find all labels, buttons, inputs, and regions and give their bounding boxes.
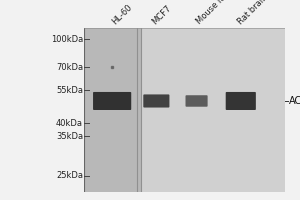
Text: ACPP: ACPP: [289, 96, 300, 106]
Text: Rat brain: Rat brain: [236, 0, 270, 26]
Text: 55kDa: 55kDa: [56, 86, 83, 95]
Text: 40kDa: 40kDa: [56, 119, 83, 128]
FancyBboxPatch shape: [226, 92, 256, 110]
FancyBboxPatch shape: [93, 92, 131, 110]
Bar: [141, 28, 285, 192]
FancyBboxPatch shape: [143, 94, 170, 108]
Text: HL-60: HL-60: [110, 3, 134, 26]
Text: 35kDa: 35kDa: [56, 132, 83, 141]
Text: MCF7: MCF7: [150, 3, 173, 26]
FancyBboxPatch shape: [185, 95, 208, 107]
Text: 25kDa: 25kDa: [56, 171, 83, 180]
Text: 100kDa: 100kDa: [51, 35, 83, 44]
Bar: [84, 28, 141, 192]
Text: 70kDa: 70kDa: [56, 63, 83, 72]
Text: Mouse lung: Mouse lung: [194, 0, 235, 26]
